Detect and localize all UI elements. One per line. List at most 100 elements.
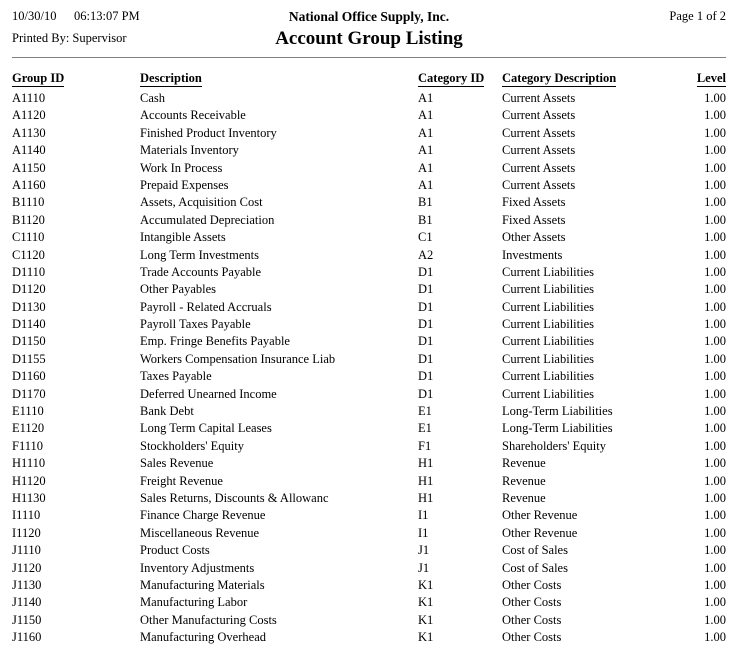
category-id-cell: D1 — [418, 386, 434, 401]
category-id-cell: B1 — [418, 195, 433, 210]
table-row: J1130 Manufacturing Materials K1 Other Cost… — [0, 577, 738, 594]
category-id-cell: H1 — [418, 490, 434, 505]
description-cell: Sales Revenue — [140, 456, 214, 471]
category-id-cell: D1 — [418, 334, 434, 349]
group-id-cell: D1160 — [12, 369, 46, 384]
column-header-category-description: Category Description — [502, 70, 692, 87]
group-id-cell: A1110 — [12, 91, 46, 105]
table-row: J1120 Inventory Adjustments J1 Cost of Sale… — [0, 560, 738, 577]
level-cell: 1.00 — [704, 508, 726, 523]
group-id-cell: H1120 — [12, 473, 46, 488]
group-id-cell: H1110 — [12, 456, 46, 471]
level-cell: 1.00 — [704, 577, 726, 592]
category-description-cell: Current Assets — [502, 91, 576, 105]
column-header-group-id: Group ID — [12, 70, 140, 87]
level-cell: 1.00 — [704, 525, 726, 540]
category-description-cell: Current Liabilities — [502, 317, 594, 332]
group-id-cell: B1110 — [12, 195, 45, 210]
description-cell: Materials Inventory — [140, 143, 239, 158]
table-row: C1110 Intangible Assets C1 Other Assets 1.00 — [0, 229, 738, 246]
level-cell: 1.00 — [704, 247, 726, 262]
group-id-cell: J1110 — [12, 543, 41, 558]
level-cell: 1.00 — [704, 369, 726, 384]
level-cell: 1.00 — [704, 282, 726, 297]
category-description-cell: Other Costs — [502, 595, 562, 610]
description-cell: Intangible Assets — [140, 230, 226, 245]
level-cell: 1.00 — [704, 334, 726, 349]
category-description-cell: Cost of Sales — [502, 560, 568, 575]
description-cell: Inventory Adjustments — [140, 560, 255, 575]
category-description-cell: Shareholders' Equity — [502, 438, 606, 453]
category-id-cell: J1 — [418, 560, 430, 575]
category-description-cell: Current Liabilities — [502, 386, 594, 401]
category-id-cell: D1 — [418, 317, 434, 332]
level-cell: 1.00 — [704, 91, 726, 105]
category-id-cell: A1 — [418, 177, 434, 192]
group-id-cell: J1140 — [12, 595, 42, 610]
table-body: A1110 Cash A1 Current Assets 1.00 A1120 Accoun… — [0, 90, 738, 647]
category-description-cell: Other Costs — [502, 630, 562, 645]
level-cell: 1.00 — [704, 264, 726, 279]
category-description-cell: Other Costs — [502, 577, 562, 592]
description-cell: Trade Accounts Payable — [140, 264, 262, 279]
category-id-cell: D1 — [418, 299, 434, 314]
column-header-group-id-label: Group ID — [12, 71, 65, 87]
table-row: E1110 Bank Debt E1 Long-Term Liabilities 1.0… — [0, 403, 738, 420]
group-id-cell: E1120 — [12, 421, 45, 436]
category-description-cell: Revenue — [502, 490, 546, 505]
table-row: D1160 Taxes Payable D1 Current Liabilities 1… — [0, 368, 738, 385]
group-id-cell: A1160 — [12, 177, 46, 192]
description-cell: Emp. Fringe Benefits Payable — [140, 334, 290, 349]
level-cell: 1.00 — [704, 543, 726, 558]
description-cell: Product Costs — [140, 543, 210, 558]
group-id-cell: A1140 — [12, 143, 46, 158]
category-id-cell: K1 — [418, 630, 434, 645]
category-description-cell: Other Revenue — [502, 508, 578, 523]
category-id-cell: A1 — [418, 108, 434, 123]
category-id-cell: H1 — [418, 473, 434, 488]
group-id-cell: J1120 — [12, 560, 42, 575]
description-cell: Long Term Capital Leases — [140, 421, 272, 436]
category-description-cell: Other Revenue — [502, 525, 578, 540]
category-description-cell: Current Assets — [502, 125, 576, 140]
account-group-table: Group ID Description Category ID Categor… — [0, 70, 738, 647]
group-id-cell: A1120 — [12, 108, 46, 123]
table-row: I1110 Finance Charge Revenue I1 Other Reven… — [0, 507, 738, 524]
group-id-cell: H1130 — [12, 490, 46, 505]
level-cell: 1.00 — [704, 630, 726, 645]
report-title: Account Group Listing — [275, 28, 463, 49]
category-id-cell: C1 — [418, 230, 433, 245]
description-cell: Work In Process — [140, 160, 223, 175]
category-description-cell: Cost of Sales — [502, 543, 568, 558]
group-id-cell: C1110 — [12, 230, 45, 245]
level-cell: 1.00 — [704, 438, 726, 453]
level-cell: 1.00 — [704, 386, 726, 401]
table-row: A1120 Accounts Receivable A1 Current Assets… — [0, 107, 738, 124]
description-cell: Manufacturing Labor — [140, 595, 248, 610]
level-cell: 1.00 — [704, 299, 726, 314]
level-cell: 1.00 — [704, 612, 726, 627]
table-row: D1150 Emp. Fringe Benefits Payable D1 Curre… — [0, 333, 738, 350]
category-id-cell: E1 — [418, 404, 432, 419]
description-cell: Prepaid Expenses — [140, 177, 229, 192]
page-indicator: Page 1 of 2 — [669, 9, 726, 23]
printed-by-label: Printed By: Supervisor — [12, 31, 127, 45]
group-id-cell: J1130 — [12, 577, 42, 592]
category-id-cell: K1 — [418, 595, 434, 610]
table-row: H1110 Sales Revenue H1 Revenue 1.00 — [0, 455, 738, 472]
category-id-cell: K1 — [418, 612, 434, 627]
category-description-cell: Revenue — [502, 473, 546, 488]
table-row: B1110 Assets, Acquisition Cost B1 Fixed Ass… — [0, 194, 738, 211]
group-id-cell: D1110 — [12, 264, 46, 279]
group-id-cell: F1110 — [12, 438, 44, 453]
description-cell: Bank Debt — [140, 404, 194, 419]
category-description-cell: Current Liabilities — [502, 264, 594, 279]
report-time: 06:13:07 PM — [74, 9, 140, 23]
table-row: D1130 Payroll - Related Accruals D1 Current… — [0, 299, 738, 316]
description-cell: Stockholders' Equity — [140, 438, 244, 453]
category-description-cell: Current Liabilities — [502, 369, 594, 384]
group-id-cell: J1160 — [12, 630, 42, 645]
header-divider — [12, 57, 726, 58]
level-cell: 1.00 — [704, 125, 726, 140]
category-id-cell: A1 — [418, 143, 434, 158]
